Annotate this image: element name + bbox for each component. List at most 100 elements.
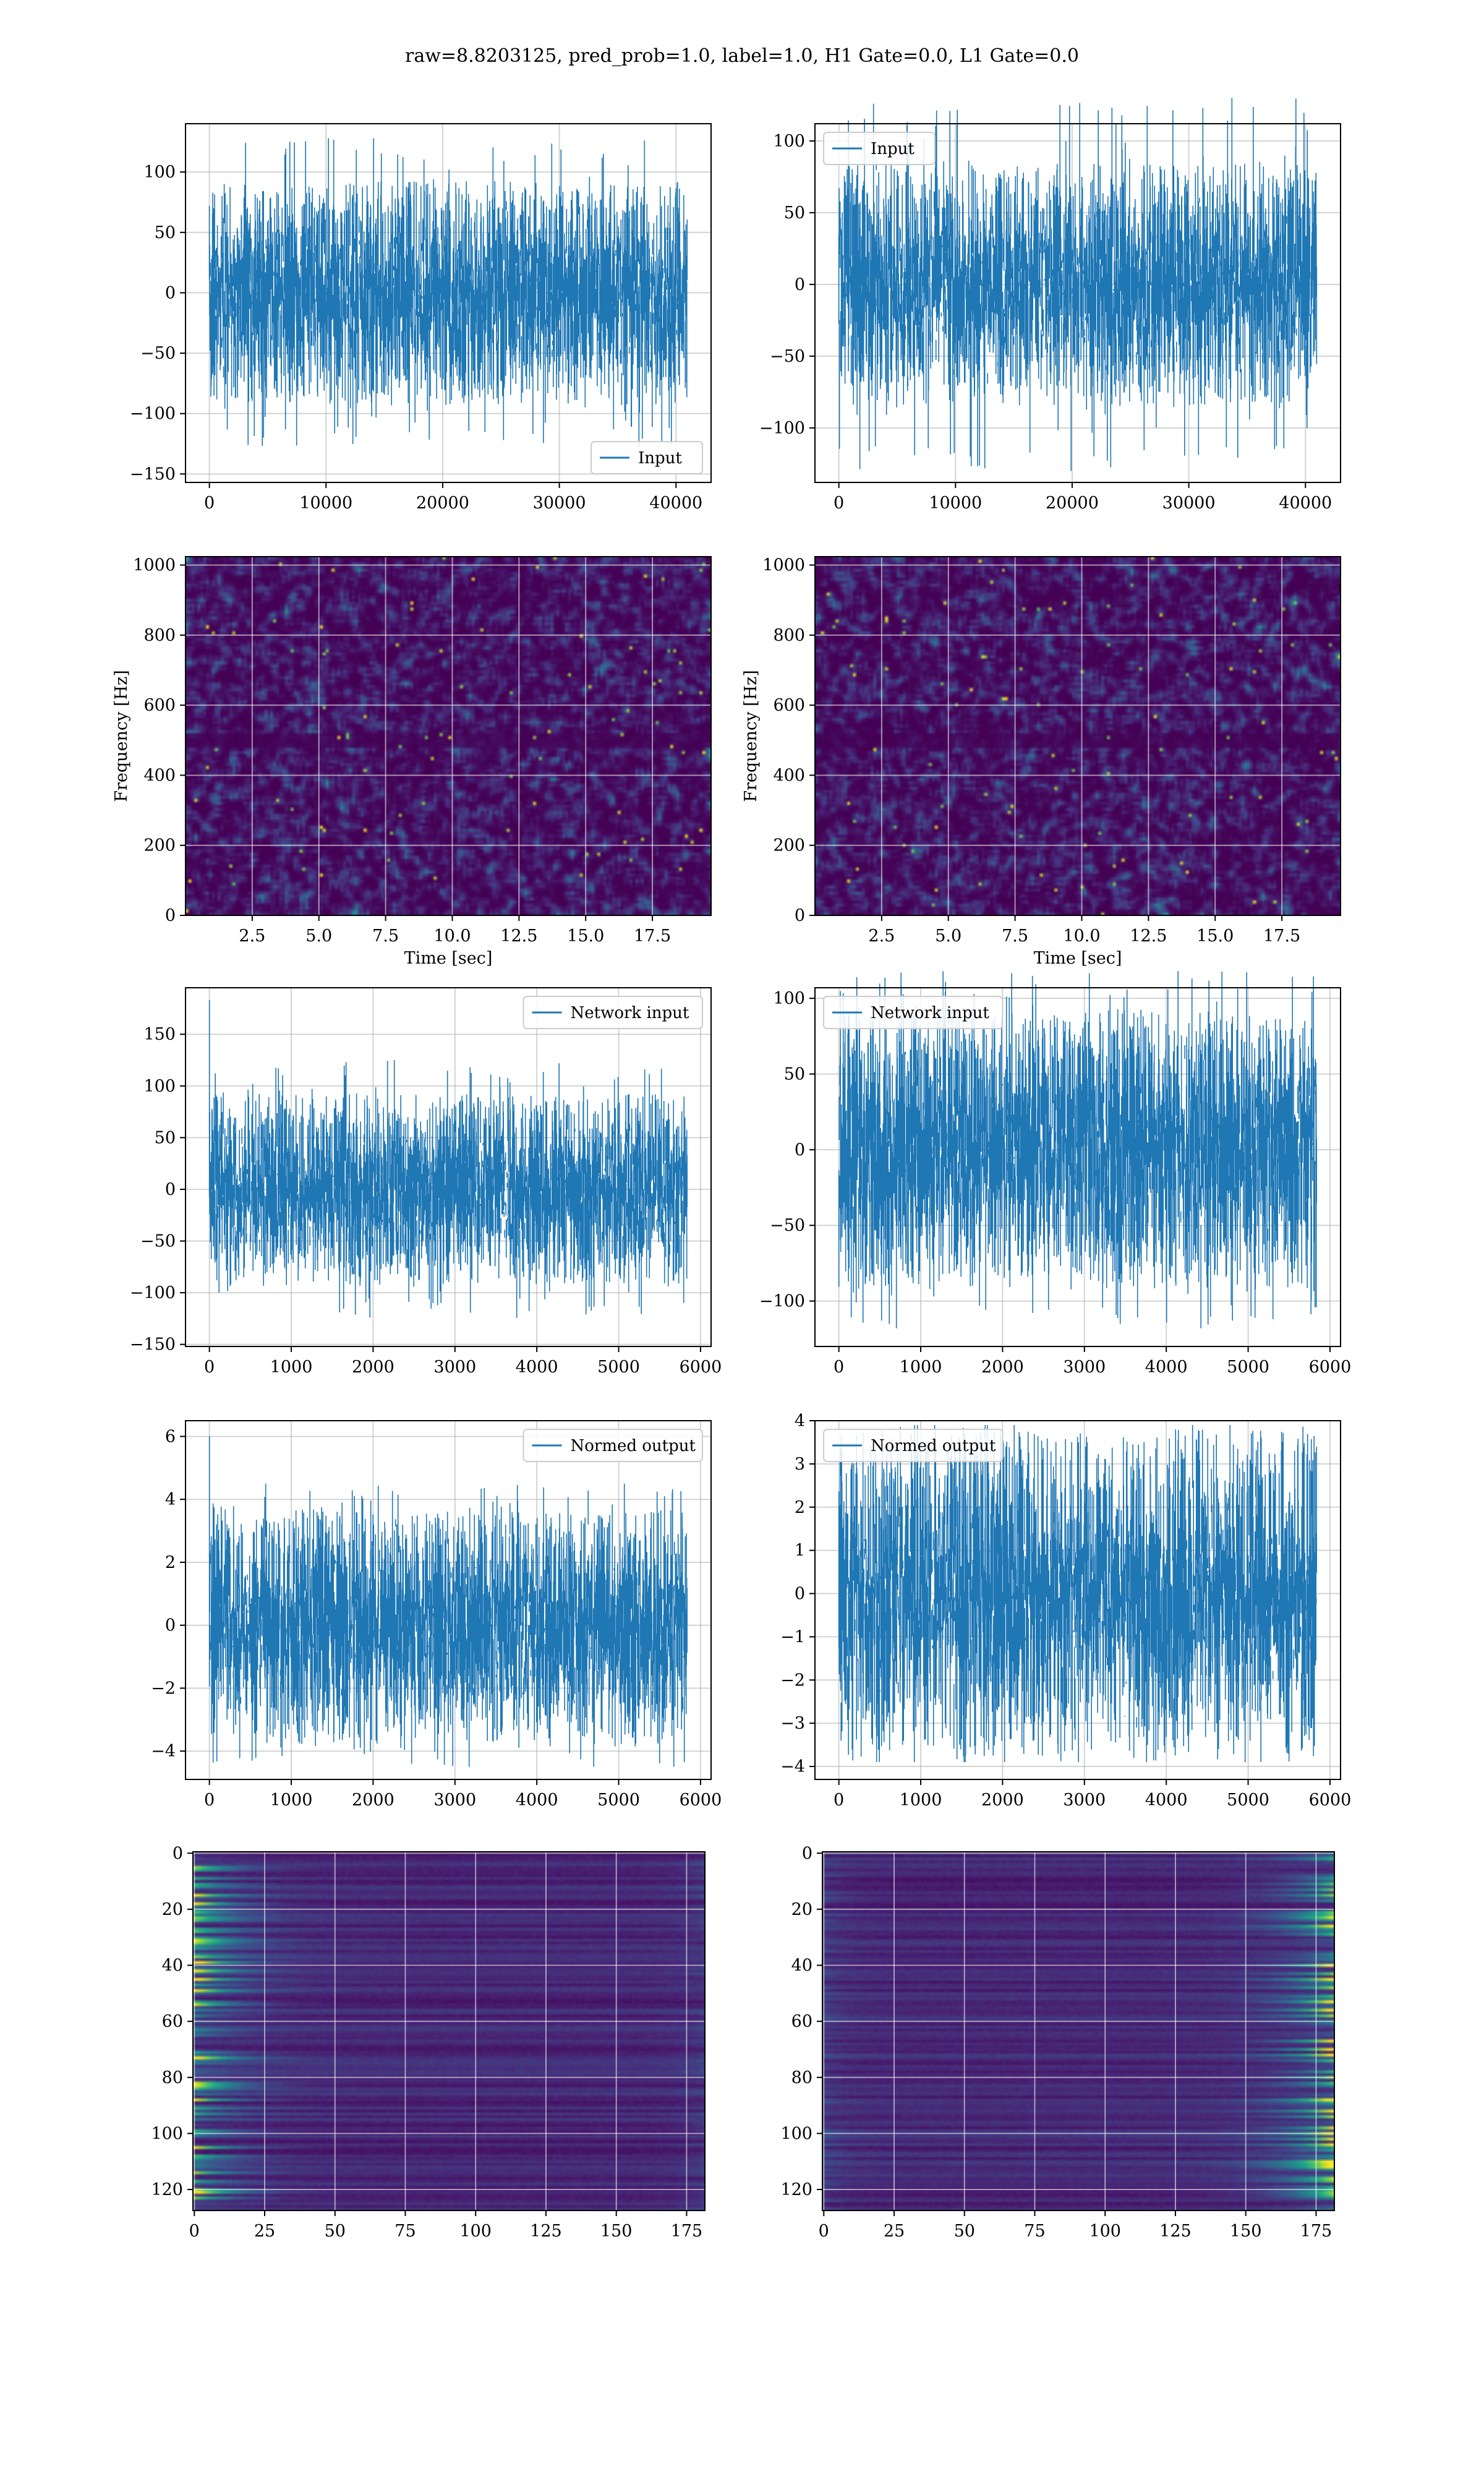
axes-frame bbox=[185, 123, 712, 483]
y-tick-label: 1 bbox=[795, 1541, 805, 1560]
y-tick-label: 0 bbox=[165, 906, 176, 925]
y-tick-label: −50 bbox=[140, 1232, 176, 1251]
panel-net-h1: 0 1000 2000 3000 4000 5000 6000 −150 −100 −50 0 50 1… bbox=[130, 987, 722, 1377]
y-tick-label: 800 bbox=[773, 626, 805, 645]
axes-frame bbox=[814, 1420, 1341, 1780]
axes-frame bbox=[185, 1420, 712, 1780]
axes-frame bbox=[814, 556, 1341, 916]
legend-label: Normed output bbox=[571, 1437, 696, 1455]
y-tick-label: 100 bbox=[143, 1077, 176, 1096]
panel-spec-h1: 2.5 5.0 7.5 10.0 12.5 15.0 17.5 0 200 400 600 800 10… bbox=[112, 556, 712, 968]
y-tick-label: 50 bbox=[784, 1064, 805, 1084]
y-tick-label: 100 bbox=[780, 2124, 812, 2143]
y-tick-label: 0 bbox=[795, 906, 805, 925]
x-tick-label: 2.5 bbox=[239, 927, 265, 946]
y-tick-label: 800 bbox=[143, 626, 176, 645]
y-tick-label: 0 bbox=[795, 275, 805, 294]
y-tick-label: 200 bbox=[143, 836, 176, 855]
x-tick-label: 175 bbox=[1300, 2222, 1333, 2241]
y-tick-label: 100 bbox=[143, 163, 176, 182]
y-tick-label: −100 bbox=[130, 404, 176, 424]
y-tick-label: 6 bbox=[165, 1427, 176, 1446]
y-tick-label: 50 bbox=[784, 203, 805, 223]
x-tick-label: 2000 bbox=[352, 1791, 394, 1810]
y-tick-label: 20 bbox=[162, 1900, 183, 1919]
legend-box bbox=[823, 996, 1004, 1029]
y-tick-label: 3 bbox=[795, 1455, 805, 1474]
x-tick-label: 5000 bbox=[597, 1791, 640, 1810]
x-tick-label: 7.5 bbox=[372, 927, 399, 946]
x-tick-label: 30000 bbox=[533, 494, 586, 513]
y-tick-label: 400 bbox=[773, 766, 805, 785]
y-axis-label: Frequency [Hz] bbox=[112, 670, 131, 802]
x-tick-label: 0 bbox=[834, 1791, 844, 1810]
axes-frame bbox=[192, 1851, 706, 2211]
x-tick-label: 4000 bbox=[1145, 1791, 1188, 1810]
x-tick-label: 4000 bbox=[1145, 1358, 1188, 1377]
y-tick-label: −150 bbox=[130, 1335, 176, 1355]
legend-label: Normed output bbox=[871, 1437, 996, 1455]
y-tick-label: 80 bbox=[162, 2068, 183, 2087]
x-tick-label: 40000 bbox=[649, 494, 702, 513]
y-tick-label: 150 bbox=[143, 1025, 176, 1044]
legend-box bbox=[823, 1429, 1004, 1462]
y-tick-label: 40 bbox=[162, 1956, 183, 1975]
legend: Network input bbox=[823, 996, 1004, 1029]
y-tick-label: −3 bbox=[780, 1714, 805, 1733]
x-tick-label: 150 bbox=[600, 2222, 633, 2241]
y-tick-label: 0 bbox=[173, 1844, 183, 1863]
x-tick-label: 75 bbox=[394, 2222, 416, 2241]
y-tick-label: −2 bbox=[780, 1671, 805, 1690]
x-tick-label: 12.5 bbox=[1130, 927, 1167, 946]
x-tick-label: 75 bbox=[1024, 2222, 1045, 2241]
legend: Network input bbox=[522, 996, 703, 1029]
x-tick-label: 6000 bbox=[680, 1358, 722, 1377]
series-line bbox=[208, 138, 688, 448]
x-tick-label: 5000 bbox=[597, 1358, 640, 1377]
x-tick-label: 30000 bbox=[1162, 494, 1216, 513]
series-line bbox=[208, 1000, 688, 1318]
x-tick-label: 6000 bbox=[680, 1791, 722, 1810]
y-tick-label: 40 bbox=[791, 1956, 812, 1975]
x-tick-label: 17.5 bbox=[634, 927, 671, 946]
legend-label: Network input bbox=[871, 1004, 989, 1022]
y-tick-label: 0 bbox=[165, 1616, 176, 1635]
x-tick-label: 1000 bbox=[270, 1358, 313, 1377]
panel-net-l1: 0 1000 2000 3000 4000 5000 6000 −100 −50 0 50 100 Ne… bbox=[759, 971, 1351, 1377]
panel-input-h1: 0 10000 20000 30000 40000 −150 −100 −50 0 50 100 In… bbox=[130, 123, 712, 513]
x-tick-label: 50 bbox=[325, 2222, 346, 2241]
series-line bbox=[838, 971, 1317, 1329]
panel-norm-l1: 0 1000 2000 3000 4000 5000 6000 −4 −3 −2 −1 0 1 2 3 4 No… bbox=[780, 1411, 1351, 1810]
series-line bbox=[838, 98, 1318, 471]
y-tick-label: 50 bbox=[155, 223, 176, 242]
x-tick-label: 0 bbox=[834, 1358, 844, 1377]
legend-box bbox=[823, 132, 936, 165]
x-tick-label: 17.5 bbox=[1263, 927, 1300, 946]
x-tick-label: 125 bbox=[530, 2222, 562, 2241]
y-tick-label: −1 bbox=[780, 1627, 805, 1646]
x-axis-label: Time [sec] bbox=[1034, 949, 1122, 968]
x-tick-label: 15.0 bbox=[567, 927, 604, 946]
x-tick-label: 1000 bbox=[270, 1791, 313, 1810]
y-tick-label: 120 bbox=[151, 2180, 183, 2199]
y-tick-label: −50 bbox=[140, 344, 176, 363]
x-tick-label: 150 bbox=[1230, 2222, 1262, 2241]
legend-box bbox=[522, 996, 703, 1029]
x-tick-label: 6000 bbox=[1309, 1791, 1352, 1810]
y-tick-label: 120 bbox=[780, 2180, 812, 2199]
x-tick-label: 100 bbox=[459, 2222, 492, 2241]
x-tick-label: 15.0 bbox=[1196, 927, 1234, 946]
y-tick-label: −150 bbox=[130, 464, 176, 484]
y-tick-label: 4 bbox=[795, 1411, 805, 1431]
x-tick-label: 125 bbox=[1159, 2222, 1192, 2241]
x-tick-label: 0 bbox=[204, 1791, 215, 1810]
legend-box bbox=[591, 441, 703, 474]
x-tick-label: 2000 bbox=[981, 1358, 1024, 1377]
legend-label: Input bbox=[638, 449, 682, 468]
x-tick-label: 4000 bbox=[516, 1791, 558, 1810]
x-tick-label: 0 bbox=[834, 494, 844, 513]
feature-map-image bbox=[822, 1852, 1334, 2211]
x-tick-label: 3000 bbox=[1063, 1791, 1106, 1810]
x-tick-label: 20000 bbox=[1046, 494, 1099, 513]
